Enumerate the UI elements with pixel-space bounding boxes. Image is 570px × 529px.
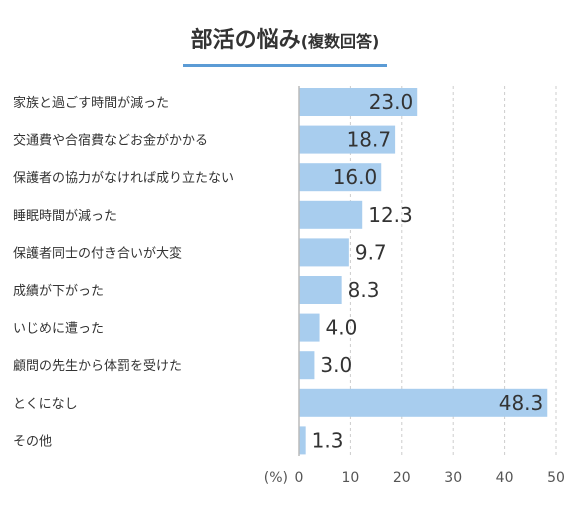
bar (299, 125, 396, 154)
category-label: 保護者同士の付き合いが大変 (13, 245, 182, 261)
x-tick-labels: 0 10 20 30 40 50 (295, 470, 565, 486)
bar (299, 200, 363, 229)
category-label: とくになし (13, 397, 78, 412)
x-tick-label: 20 (393, 470, 411, 486)
category-label: いじめに遭った (13, 322, 104, 337)
value-label: 16.0 (333, 165, 378, 189)
value-label: 1.3 (312, 428, 344, 452)
category-label: 成績が下がった (13, 284, 104, 299)
chart-title-main: 部活の悩み (190, 28, 301, 53)
chart-title: 部活の悩み(複数回答) (182, 22, 388, 67)
bar (299, 351, 315, 380)
category-label: 睡眠時間が減った (13, 208, 117, 224)
x-tick-label: 30 (444, 470, 462, 486)
x-tick-label: 40 (496, 470, 514, 486)
category-label: その他 (13, 434, 52, 449)
value-label: 8.3 (348, 278, 380, 302)
bar (299, 163, 382, 192)
bar (299, 276, 342, 304)
category-label: 保護者の協力がなければ成り立たない (13, 170, 234, 186)
bar (299, 238, 349, 267)
category-label: 家族と過ごす時間が減った (13, 95, 169, 111)
x-tick-label: 10 (341, 470, 359, 486)
value-label: 18.7 (347, 128, 392, 152)
title-area: 部活の悩み(複数回答) (0, 22, 570, 67)
bar (299, 426, 306, 455)
value-label: 12.3 (368, 203, 413, 227)
bar (299, 88, 418, 116)
x-tick-label: 0 (295, 470, 304, 486)
value-label: 4.0 (326, 316, 358, 340)
bar (299, 388, 548, 417)
value-label: 48.3 (499, 391, 544, 415)
category-label: 顧問の先生から体罰を受けた (13, 359, 182, 374)
x-tick-label: 50 (547, 470, 565, 486)
chart-subtitle: (複数回答) (300, 32, 380, 51)
category-labels: 家族と過ごす時間が減った交通費や合宿費などお金がかかる保護者の協力がなければ成り… (13, 95, 234, 449)
category-label: 交通費や合宿費などお金がかかる (13, 133, 208, 149)
value-label: 23.0 (369, 90, 414, 114)
bars (299, 88, 548, 455)
bar (299, 313, 320, 342)
value-label: 9.7 (355, 240, 387, 264)
value-labels: 23.0 18.7 16.0 12.3 9.7 8.3 4.0 3.0 48.3 1.3 (312, 90, 544, 452)
unit-label: (%) (264, 470, 288, 486)
value-label: 3.0 (320, 353, 352, 377)
